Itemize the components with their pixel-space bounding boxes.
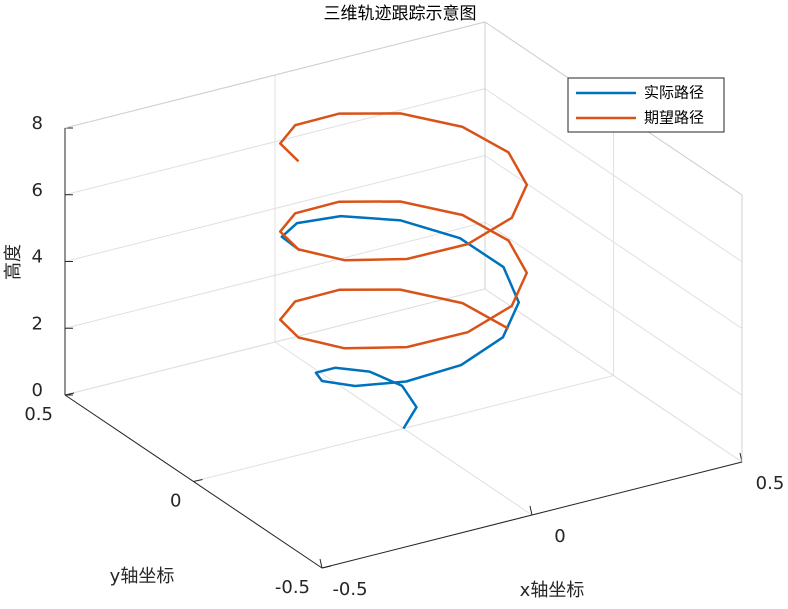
y-tick-label: 0.5 [24, 404, 53, 425]
legend-label: 期望路径 [644, 109, 704, 127]
z-tick-label: 8 [32, 113, 43, 134]
x-tick-label: -0.5 [332, 579, 367, 600]
y-axis-label: y轴坐标 [110, 566, 175, 587]
x-axis-label: x轴坐标 [520, 580, 585, 601]
z-tick-label: 2 [32, 313, 43, 334]
legend-label: 实际路径 [644, 84, 704, 102]
z-tick-label: 6 [32, 180, 43, 201]
legend-box [567, 77, 725, 133]
x-axis [321, 461, 743, 569]
grid-line [64, 288, 486, 396]
series-line [278, 112, 529, 350]
z-tick-label: 0 [32, 380, 43, 401]
y-tick [64, 392, 75, 396]
y-tick-label: -0.5 [275, 577, 310, 598]
z-tick-label: 4 [32, 247, 43, 268]
box-edge [64, 21, 486, 129]
z-axis-label: 高度 [3, 244, 24, 280]
series-line [280, 214, 521, 430]
x-tick-label: 0 [554, 526, 565, 547]
x-tick [529, 505, 533, 516]
x-tick [319, 558, 323, 569]
chart-title: 三维轨迹跟踪示意图 [324, 4, 477, 24]
y-tick [193, 479, 203, 482]
x-tick-label: 0.5 [756, 473, 785, 494]
y-tick-label: 0 [170, 491, 181, 512]
y-axis [64, 394, 323, 569]
